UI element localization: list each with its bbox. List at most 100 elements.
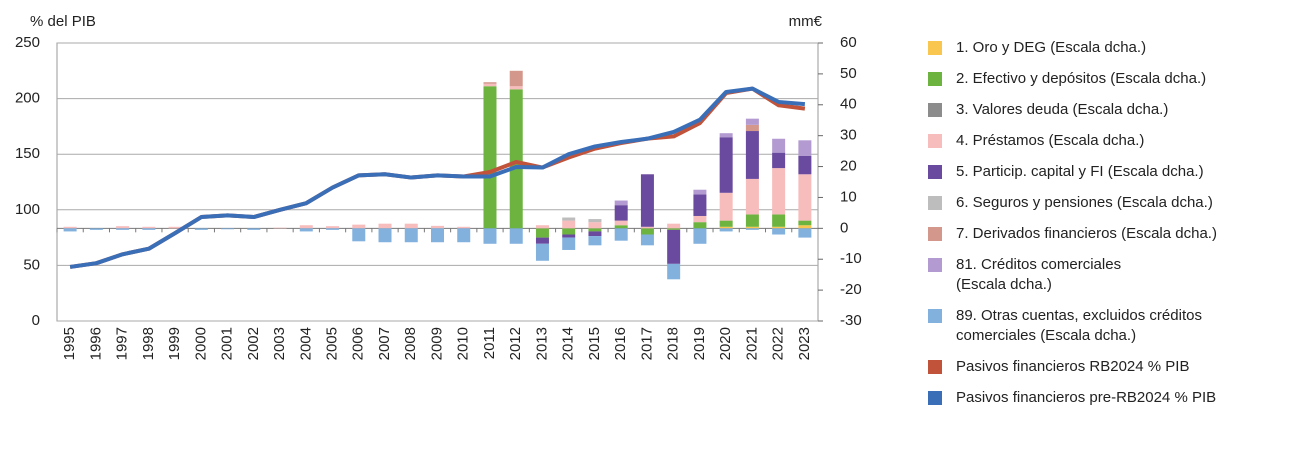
bar-segment bbox=[693, 215, 707, 223]
legend: 1. Oro y DEG (Escala dcha.) 2. Efectivo y… bbox=[928, 38, 1217, 419]
bar-segment bbox=[509, 228, 523, 244]
legend-item: 7. Derivados financieros (Escala dcha.) bbox=[928, 224, 1217, 244]
bar-segment bbox=[614, 205, 628, 221]
legend-item: 2. Efectivo y depósitos (Escala dcha.) bbox=[928, 69, 1217, 89]
bar-segment bbox=[509, 70, 523, 87]
legend-label: 2. Efectivo y depósitos (Escala dcha.) bbox=[956, 70, 1207, 87]
legend-label: 81. Créditos comerciales (Escala dcha.) bbox=[956, 256, 1122, 293]
legend-item: Pasivos financieros pre-RB2024 % PIB bbox=[928, 388, 1217, 408]
line-series bbox=[69, 86, 806, 269]
x-tick-label: 2013 bbox=[533, 327, 550, 360]
x-tick-label: 1995 bbox=[61, 327, 78, 360]
y-tick-label: 0 bbox=[32, 312, 40, 329]
x-tick-label: 2005 bbox=[324, 327, 341, 360]
bar-segment bbox=[562, 237, 576, 250]
bar-segment bbox=[798, 225, 812, 229]
bar-segment bbox=[535, 243, 549, 261]
bar-segment bbox=[667, 228, 681, 230]
legend-item: 5. Particip. capital y FI (Escala dcha.) bbox=[928, 162, 1217, 182]
bar-segment bbox=[772, 152, 786, 169]
bar-segment bbox=[667, 223, 681, 229]
bar-segment bbox=[431, 225, 444, 229]
bar-segment bbox=[588, 228, 602, 232]
legend-swatch bbox=[928, 258, 942, 272]
y2-axis-label: mm€ bbox=[789, 13, 823, 30]
bar-segment bbox=[745, 131, 759, 179]
legend-swatch bbox=[928, 103, 942, 117]
legend-label: Pasivos financieros pre-RB2024 % PIB bbox=[956, 389, 1217, 406]
bar-segment bbox=[719, 133, 733, 138]
legend-label: 7. Derivados financieros (Escala dcha.) bbox=[956, 225, 1217, 242]
y2-tick-label: 10 bbox=[840, 188, 857, 205]
bar-segment bbox=[221, 228, 235, 230]
bar-segment bbox=[483, 82, 497, 84]
y-tick-label: 250 bbox=[15, 34, 40, 51]
y2-tick-label: 40 bbox=[840, 96, 857, 113]
legend-item: 4. Préstamos (Escala dcha.) bbox=[928, 131, 1217, 151]
bar-segment bbox=[614, 220, 628, 226]
bar-segment bbox=[614, 225, 628, 229]
legend-item: Pasivos financieros RB2024 % PIB bbox=[928, 357, 1217, 377]
x-tick-label: 2010 bbox=[455, 327, 472, 360]
bar-segment bbox=[667, 229, 681, 264]
bar-segment bbox=[640, 174, 654, 227]
bar-segment bbox=[352, 224, 366, 229]
bar-segment bbox=[614, 200, 628, 206]
x-tick-label: 1997 bbox=[114, 327, 131, 360]
y-axis-label: % del PIB bbox=[30, 13, 96, 30]
bar-segment bbox=[745, 118, 759, 125]
x-tick-label: 2015 bbox=[586, 327, 603, 360]
bar-segment bbox=[89, 228, 103, 230]
bar-segment bbox=[116, 228, 130, 230]
x-tick-label: 2002 bbox=[245, 327, 262, 360]
legend-swatch bbox=[928, 41, 942, 55]
bar-segment bbox=[404, 228, 418, 243]
bar-segment bbox=[772, 214, 786, 227]
x-tick-label: 2012 bbox=[507, 327, 524, 360]
legend-swatch bbox=[928, 72, 942, 86]
x-tick-label: 2021 bbox=[743, 327, 760, 360]
x-tick-label: 2022 bbox=[770, 327, 787, 360]
legend-swatch bbox=[928, 360, 942, 374]
bar-segment bbox=[483, 228, 497, 244]
y2-tick-label: 60 bbox=[840, 34, 857, 51]
bar-segment bbox=[745, 124, 759, 132]
x-tick-label: 2004 bbox=[297, 327, 314, 360]
bar-segment bbox=[326, 228, 340, 230]
bar-segment bbox=[457, 228, 471, 243]
bar-segment bbox=[719, 226, 733, 229]
bar-segment bbox=[194, 228, 208, 230]
x-tick-label: 2007 bbox=[376, 327, 393, 360]
x-tick-label: 2016 bbox=[612, 327, 629, 360]
y-tick-label: 150 bbox=[15, 145, 40, 162]
bar-segment bbox=[63, 226, 77, 229]
legend-swatch bbox=[928, 309, 942, 323]
bar-segment bbox=[562, 228, 576, 235]
bar-segment bbox=[483, 86, 497, 229]
bar-segment bbox=[378, 228, 392, 243]
bar-segment bbox=[719, 137, 733, 193]
bar-segment bbox=[588, 222, 602, 229]
bar-segment bbox=[431, 228, 444, 243]
bar-segment bbox=[693, 228, 707, 244]
bar-segment bbox=[299, 225, 313, 229]
bar-segment bbox=[273, 227, 287, 229]
x-tick-label: 2014 bbox=[560, 327, 577, 360]
bar-segment bbox=[142, 228, 156, 230]
x-tick-label: 2020 bbox=[717, 327, 734, 360]
y2-tick-label: 20 bbox=[840, 158, 857, 175]
bar-segment bbox=[745, 228, 759, 230]
x-tick-label: 2011 bbox=[481, 327, 498, 359]
bar-segment bbox=[798, 220, 812, 226]
x-tick-label: 2000 bbox=[192, 327, 209, 360]
bar-segment bbox=[483, 83, 497, 87]
bar-segment bbox=[535, 228, 549, 238]
legend-label: Pasivos financieros RB2024 % PIB bbox=[956, 358, 1190, 375]
y2-tick-label: -30 bbox=[840, 312, 862, 329]
legend-item: 3. Valores deuda (Escala dcha.) bbox=[928, 100, 1217, 120]
y2-tick-label: -10 bbox=[840, 250, 862, 267]
legend-label: 4. Préstamos (Escala dcha.) bbox=[956, 132, 1145, 149]
bar-segment bbox=[116, 226, 130, 229]
y2-tick-label: 50 bbox=[840, 65, 857, 82]
bar-segment bbox=[509, 86, 523, 90]
